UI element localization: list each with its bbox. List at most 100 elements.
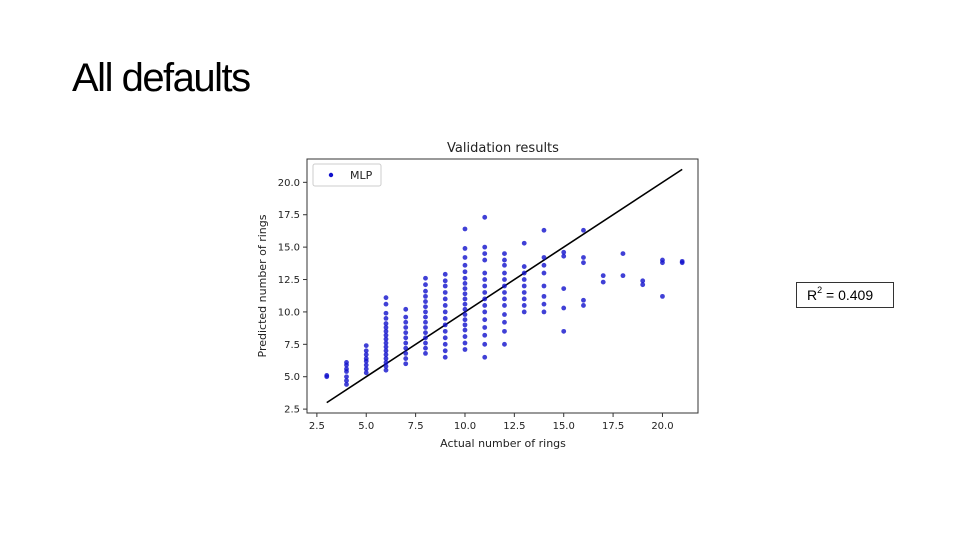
data-point xyxy=(383,295,389,301)
data-point xyxy=(442,354,448,360)
data-point xyxy=(620,251,626,257)
data-point xyxy=(442,322,448,328)
data-point xyxy=(383,332,389,338)
data-point xyxy=(462,301,468,307)
data-point xyxy=(521,270,527,276)
data-point xyxy=(403,350,409,356)
y-tick-label: 12.5 xyxy=(278,275,300,286)
data-point xyxy=(403,330,409,336)
y-tick-label: 10.0 xyxy=(278,307,300,318)
data-point xyxy=(502,270,507,276)
data-point xyxy=(363,356,369,361)
data-point xyxy=(581,227,586,233)
r2-value: = 0.409 xyxy=(822,287,874,303)
data-point xyxy=(581,297,586,303)
x-tick-label: 7.5 xyxy=(408,421,424,432)
data-point xyxy=(502,283,507,289)
data-point xyxy=(423,340,428,346)
data-point xyxy=(423,345,428,351)
data-point xyxy=(423,319,428,325)
data-point xyxy=(442,296,448,302)
data-point xyxy=(423,335,428,341)
data-point xyxy=(324,373,330,378)
data-point xyxy=(462,347,468,352)
data-point xyxy=(344,366,349,372)
data-point xyxy=(363,343,369,349)
data-point xyxy=(383,352,389,358)
x-tick-label: 5.0 xyxy=(358,421,374,432)
x-axis-label: Actual number of rings xyxy=(440,437,566,450)
data-point xyxy=(462,269,468,275)
x-tick-label: 20.0 xyxy=(651,421,673,432)
data-point xyxy=(442,283,448,289)
data-point xyxy=(383,367,389,373)
data-point xyxy=(423,288,428,294)
data-point xyxy=(403,361,409,367)
data-point xyxy=(600,273,606,279)
data-point xyxy=(541,262,547,268)
data-point xyxy=(541,309,547,315)
data-point xyxy=(521,240,527,246)
data-point xyxy=(502,303,507,308)
data-point xyxy=(383,321,389,326)
data-point xyxy=(442,278,448,284)
data-point xyxy=(541,283,547,289)
data-point xyxy=(482,341,488,347)
data-point xyxy=(541,301,547,307)
data-point xyxy=(462,275,468,281)
data-point xyxy=(363,362,369,368)
data-point xyxy=(541,255,547,260)
data-point xyxy=(383,328,389,334)
data-point xyxy=(541,270,547,276)
data-point xyxy=(541,293,547,299)
data-point xyxy=(482,214,488,220)
y-axis-label: Predicted number of rings xyxy=(256,214,269,357)
data-point xyxy=(344,374,349,380)
data-point xyxy=(403,335,409,341)
x-tick-label: 15.0 xyxy=(553,421,575,432)
data-point xyxy=(462,334,468,339)
data-point xyxy=(403,340,409,346)
data-point xyxy=(482,303,488,308)
data-point xyxy=(383,348,389,354)
data-point xyxy=(502,296,507,302)
data-point xyxy=(423,304,428,310)
data-point xyxy=(383,310,389,316)
data-point xyxy=(581,255,586,260)
data-point xyxy=(344,360,349,365)
data-point xyxy=(640,278,646,284)
data-point xyxy=(600,279,606,285)
x-axis: 2.5 5.0 7.5 10.0 12.5 15.0 17.5 20.0 xyxy=(309,413,674,432)
data-point xyxy=(423,330,428,336)
data-point xyxy=(383,340,389,346)
data-point xyxy=(462,327,468,333)
data-point xyxy=(442,303,448,308)
data-point xyxy=(423,325,428,330)
data-point xyxy=(502,277,507,282)
data-point xyxy=(482,244,488,250)
data-point xyxy=(679,258,685,264)
data-point xyxy=(482,257,488,263)
data-point xyxy=(660,293,665,299)
data-point xyxy=(403,319,409,325)
data-point xyxy=(442,290,448,295)
data-point xyxy=(462,286,468,291)
data-point xyxy=(462,246,468,251)
y-tick-label: 7.5 xyxy=(284,340,300,351)
y-tick-label: 5.0 xyxy=(284,372,300,383)
data-point xyxy=(442,315,448,321)
data-point xyxy=(442,335,448,341)
data-point xyxy=(423,350,428,356)
data-point xyxy=(423,299,428,304)
data-point xyxy=(502,262,507,268)
x-tick-label: 17.5 xyxy=(602,421,624,432)
data-point xyxy=(561,328,567,334)
data-point xyxy=(462,226,468,232)
data-point xyxy=(383,315,389,321)
data-point xyxy=(383,336,389,342)
data-point xyxy=(640,282,646,288)
data-point xyxy=(561,249,567,255)
y-tick-label: 15.0 xyxy=(278,243,300,254)
data-point xyxy=(521,277,527,282)
data-point xyxy=(482,296,488,302)
